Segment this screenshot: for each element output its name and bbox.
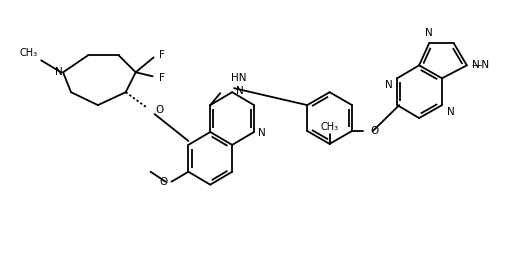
Text: N: N <box>385 80 392 90</box>
Text: F: F <box>159 50 164 60</box>
Text: F: F <box>159 73 164 83</box>
Text: N: N <box>425 28 433 39</box>
Text: N: N <box>447 107 455 117</box>
Text: N: N <box>55 67 63 77</box>
Text: N: N <box>472 60 479 70</box>
Text: HN: HN <box>231 73 247 83</box>
Text: —N: —N <box>472 60 490 70</box>
Text: CH₃: CH₃ <box>320 122 339 132</box>
Text: N: N <box>258 128 266 138</box>
Text: CH₃: CH₃ <box>19 48 37 58</box>
Text: O: O <box>370 126 378 136</box>
Text: N: N <box>236 86 244 96</box>
Text: O: O <box>159 177 167 187</box>
Text: O: O <box>156 105 164 115</box>
